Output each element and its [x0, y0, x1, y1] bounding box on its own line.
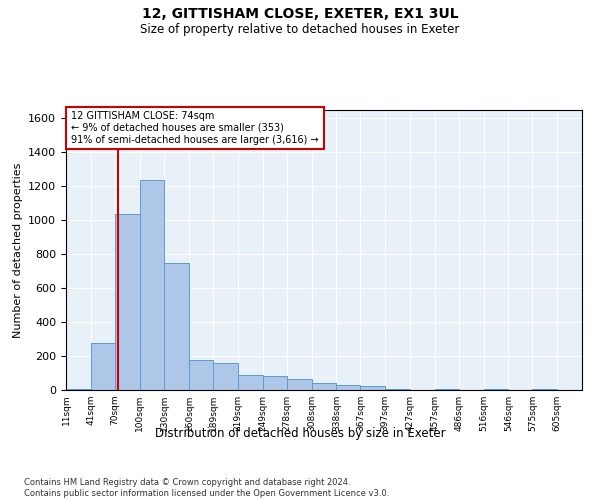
Bar — [238, 374, 263, 390]
Bar — [91, 344, 115, 390]
Bar — [337, 385, 361, 390]
Text: Contains HM Land Registry data © Crown copyright and database right 2024.
Contai: Contains HM Land Registry data © Crown c… — [24, 478, 389, 498]
Bar — [287, 379, 311, 390]
Bar — [311, 383, 337, 390]
Bar — [361, 386, 385, 390]
Bar — [164, 262, 189, 390]
Bar — [532, 389, 557, 390]
Text: Distribution of detached houses by size in Exeter: Distribution of detached houses by size … — [155, 428, 445, 440]
Text: 12, GITTISHAM CLOSE, EXETER, EX1 3UL: 12, GITTISHAM CLOSE, EXETER, EX1 3UL — [142, 8, 458, 22]
Bar — [263, 376, 287, 390]
Bar — [189, 360, 213, 390]
Bar — [140, 180, 164, 390]
Bar — [213, 363, 238, 390]
Bar — [66, 389, 91, 390]
Bar — [115, 214, 140, 390]
Bar — [484, 389, 508, 390]
Bar — [435, 389, 459, 390]
Text: Size of property relative to detached houses in Exeter: Size of property relative to detached ho… — [140, 22, 460, 36]
Y-axis label: Number of detached properties: Number of detached properties — [13, 162, 23, 338]
Bar — [385, 389, 410, 390]
Text: 12 GITTISHAM CLOSE: 74sqm
← 9% of detached houses are smaller (353)
91% of semi-: 12 GITTISHAM CLOSE: 74sqm ← 9% of detach… — [71, 112, 319, 144]
